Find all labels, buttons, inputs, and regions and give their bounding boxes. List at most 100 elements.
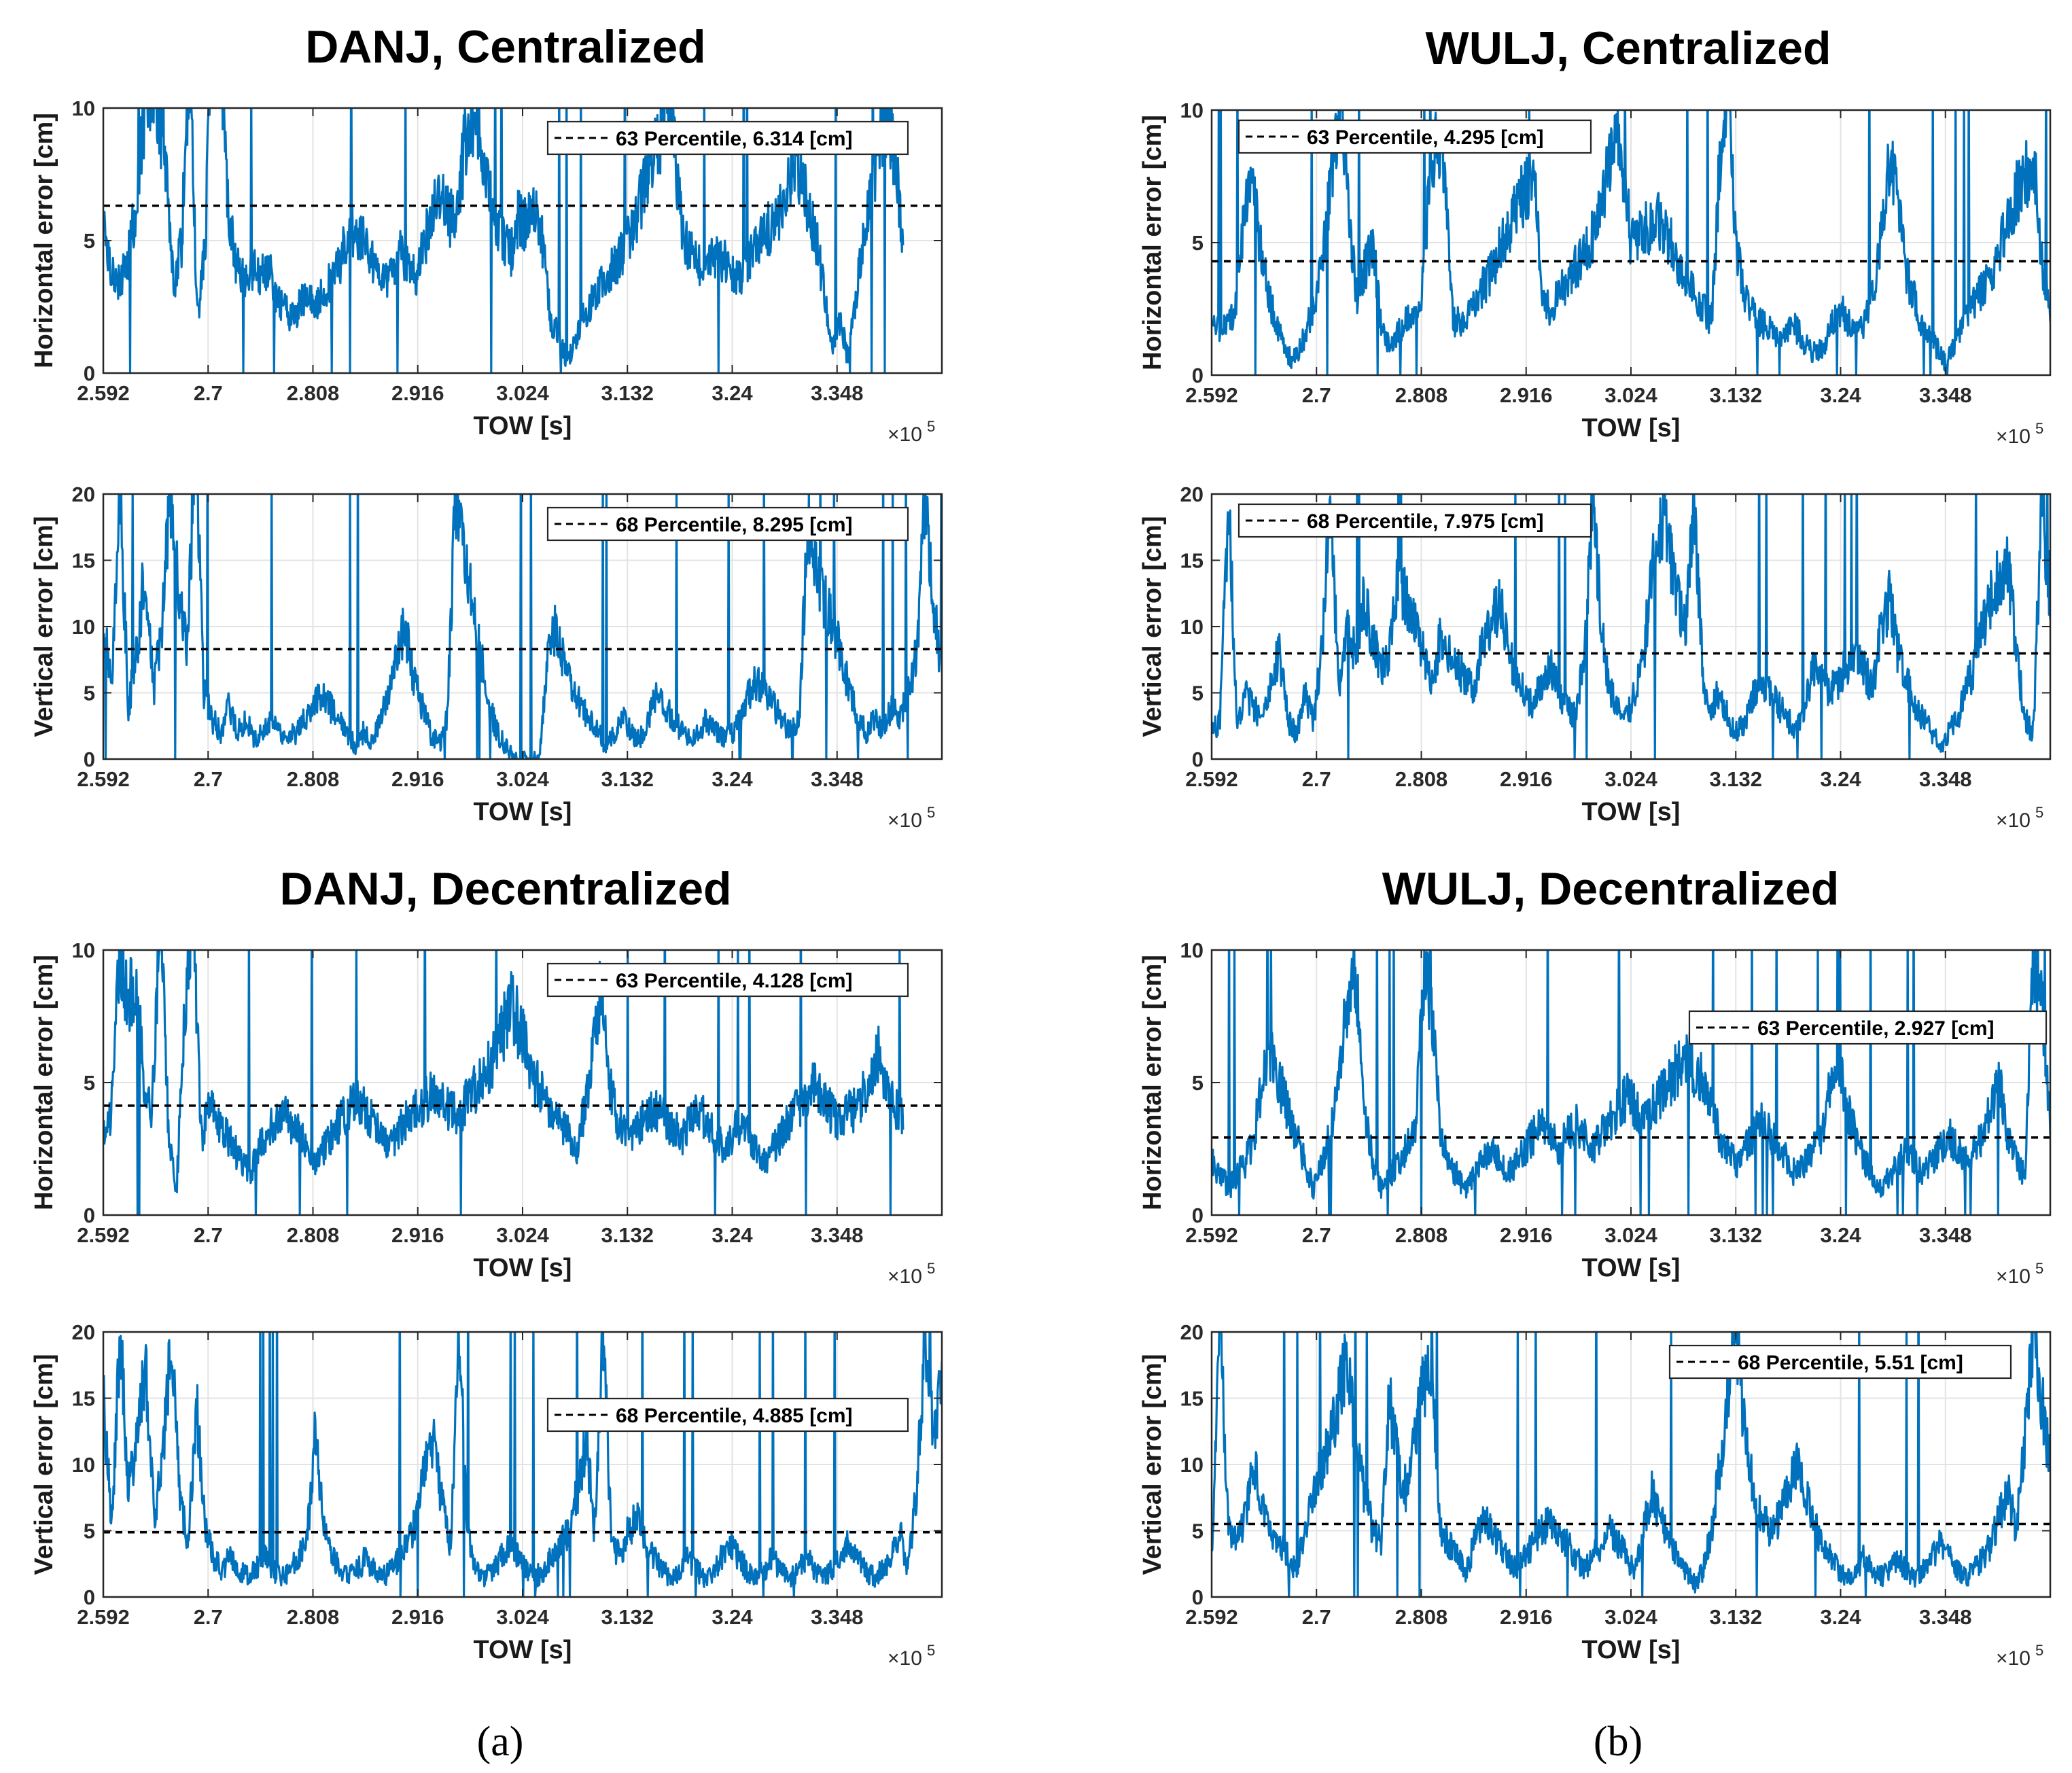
x-exponent-power: 5 bbox=[2035, 804, 2043, 821]
x-tick-label: 3.24 bbox=[712, 1605, 753, 1629]
x-tick-label: 2.7 bbox=[194, 767, 223, 791]
x-tick-label: 2.808 bbox=[287, 381, 340, 405]
y-tick-label: 5 bbox=[1192, 1071, 1204, 1095]
chart-wulj-centralized-vertical: 2.592 2.7 2.808 2.916 3.024 3.132 3.24 3.348 0 5 1… bbox=[1138, 482, 2052, 832]
y-tick-label: 0 bbox=[84, 1585, 95, 1609]
x-tick-label: 3.132 bbox=[601, 767, 654, 791]
y-axis-label: Horizontal error [cm] bbox=[1138, 955, 1167, 1210]
x-tick-label: 3.24 bbox=[1820, 383, 1861, 407]
x-tick-label: 3.024 bbox=[496, 381, 549, 405]
x-tick-label: 2.808 bbox=[1395, 767, 1448, 791]
y-tick-label: 0 bbox=[84, 1204, 95, 1227]
x-exponent-label: ×10 bbox=[888, 1647, 922, 1670]
x-exponent-label: ×10 bbox=[1996, 425, 2031, 448]
y-tick-label: 15 bbox=[1180, 1387, 1204, 1411]
x-exponent-label: ×10 bbox=[1996, 1265, 2031, 1288]
x-tick-label: 2.916 bbox=[391, 1223, 444, 1247]
series-line bbox=[1212, 110, 2050, 375]
y-tick-label: 0 bbox=[1192, 748, 1204, 771]
y-axis-label: Vertical error [cm] bbox=[30, 1354, 58, 1575]
x-axis-label: TOW [s] bbox=[474, 1636, 572, 1664]
series-line bbox=[103, 108, 905, 373]
x-tick-label: 2.808 bbox=[287, 767, 340, 791]
legend-box bbox=[546, 120, 909, 156]
legend: 63 Percentile, 2.927 [cm] bbox=[1688, 1010, 2048, 1045]
series-line bbox=[103, 950, 905, 1215]
x-tick-label: 2.7 bbox=[1302, 767, 1331, 791]
legend-label: 68 Percentile, 5.51 [cm] bbox=[1738, 1352, 1963, 1374]
legend: 63 Percentile, 4.295 [cm] bbox=[1237, 119, 1592, 154]
y-tick-label: 20 bbox=[1180, 482, 1204, 506]
chart-wulj-centralized-horizontal: 2.592 2.7 2.808 2.916 3.024 3.132 3.24 3.348 0 5 1… bbox=[1138, 99, 2052, 448]
x-exponent-label: ×10 bbox=[1996, 1647, 2031, 1670]
legend-label: 68 Percentile, 7.975 [cm] bbox=[1307, 510, 1544, 533]
x-tick-label: 2.7 bbox=[194, 1605, 223, 1629]
x-tick-label: 3.132 bbox=[601, 381, 654, 405]
x-tick-label: 3.024 bbox=[1604, 767, 1657, 791]
x-tick-label: 3.348 bbox=[1919, 1605, 1972, 1629]
x-tick-label: 2.808 bbox=[1395, 1223, 1448, 1247]
series-line bbox=[1212, 950, 2050, 1215]
x-tick-label: 2.916 bbox=[391, 767, 444, 791]
y-tick-label: 10 bbox=[1180, 99, 1204, 122]
x-tick-label: 2.808 bbox=[1395, 383, 1448, 407]
x-tick-label: 3.132 bbox=[1709, 767, 1762, 791]
y-tick-label: 5 bbox=[84, 229, 95, 253]
x-tick-label: 2.916 bbox=[1500, 383, 1553, 407]
y-tick-label: 10 bbox=[72, 615, 95, 639]
x-tick-label: 3.24 bbox=[712, 381, 753, 405]
y-tick-label: 20 bbox=[72, 1320, 95, 1344]
legend: 63 Percentile, 6.314 [cm] bbox=[546, 120, 909, 156]
x-tick-label: 2.592 bbox=[77, 381, 130, 405]
chart-wulj-decentralized-horizontal: 2.592 2.7 2.808 2.916 3.024 3.132 3.24 3.348 0 5 1… bbox=[1138, 938, 2052, 1288]
chart-danj-centralized-horizontal: 2.592 2.7 2.808 2.916 3.024 3.132 3.24 3.348 0 5 1… bbox=[30, 96, 943, 446]
y-tick-label: 0 bbox=[84, 748, 95, 771]
chart-panels: 2.592 2.7 2.808 2.916 3.024 3.132 3.24 3.348 0 5 1… bbox=[30, 96, 2052, 1670]
x-tick-label: 3.024 bbox=[496, 1223, 549, 1247]
group-title-danj-decentralized: DANJ, Decentralized bbox=[279, 863, 731, 915]
x-axis-label: TOW [s] bbox=[1582, 414, 1681, 442]
x-tick-label: 3.348 bbox=[1919, 767, 1972, 791]
legend: 68 Percentile, 4.885 [cm] bbox=[546, 1397, 909, 1433]
x-tick-label: 2.7 bbox=[194, 1223, 223, 1247]
x-tick-label: 3.024 bbox=[1604, 1605, 1657, 1629]
legend-label: 63 Percentile, 4.295 [cm] bbox=[1307, 126, 1544, 149]
x-axis-label: TOW [s] bbox=[1582, 1254, 1681, 1282]
legend-label: 63 Percentile, 2.927 [cm] bbox=[1757, 1017, 1995, 1040]
x-tick-label: 3.348 bbox=[1919, 383, 1972, 407]
x-tick-label: 2.7 bbox=[194, 381, 223, 405]
x-tick-label: 3.348 bbox=[1919, 1223, 1972, 1247]
x-tick-label: 2.808 bbox=[1395, 1605, 1448, 1629]
y-tick-label: 5 bbox=[1192, 1520, 1204, 1543]
group-title-wulj-decentralized: WULJ, Decentralized bbox=[1382, 863, 1840, 915]
x-tick-label: 3.132 bbox=[601, 1605, 654, 1629]
x-tick-label: 2.592 bbox=[1185, 383, 1238, 407]
y-axis-label: Vertical error [cm] bbox=[1138, 1354, 1167, 1575]
y-axis-label: Horizontal error [cm] bbox=[30, 113, 58, 368]
x-tick-label: 3.348 bbox=[811, 767, 864, 791]
x-tick-label: 2.916 bbox=[1500, 1223, 1553, 1247]
x-tick-label: 2.916 bbox=[391, 381, 444, 405]
group-title-wulj-centralized: WULJ, Centralized bbox=[1426, 22, 1831, 74]
x-tick-label: 3.24 bbox=[1820, 1223, 1861, 1247]
series-line bbox=[103, 494, 942, 759]
x-exponent-label: ×10 bbox=[888, 809, 922, 832]
legend-box bbox=[546, 506, 909, 542]
chart-wulj-decentralized-vertical: 2.592 2.7 2.808 2.916 3.024 3.132 3.24 3.348 0 5 1… bbox=[1138, 1320, 2052, 1670]
x-tick-label: 3.132 bbox=[601, 1223, 654, 1247]
x-exponent-power: 5 bbox=[927, 1642, 935, 1659]
y-tick-label: 5 bbox=[1192, 231, 1204, 255]
y-tick-label: 20 bbox=[72, 482, 95, 506]
x-tick-label: 2.916 bbox=[1500, 1605, 1553, 1629]
x-exponent-label: ×10 bbox=[1996, 809, 2031, 832]
x-tick-label: 3.348 bbox=[811, 1223, 864, 1247]
legend-box bbox=[546, 1397, 909, 1433]
legend: 63 Percentile, 4.128 [cm] bbox=[546, 962, 909, 998]
y-axis-label: Horizontal error [cm] bbox=[1138, 115, 1167, 370]
x-tick-label: 2.916 bbox=[391, 1605, 444, 1629]
x-tick-label: 2.7 bbox=[1302, 1223, 1331, 1247]
legend: 68 Percentile, 7.975 [cm] bbox=[1237, 503, 1592, 538]
x-exponent-power: 5 bbox=[2035, 1642, 2043, 1659]
x-axis-label: TOW [s] bbox=[474, 412, 572, 440]
x-tick-label: 3.024 bbox=[1604, 383, 1657, 407]
